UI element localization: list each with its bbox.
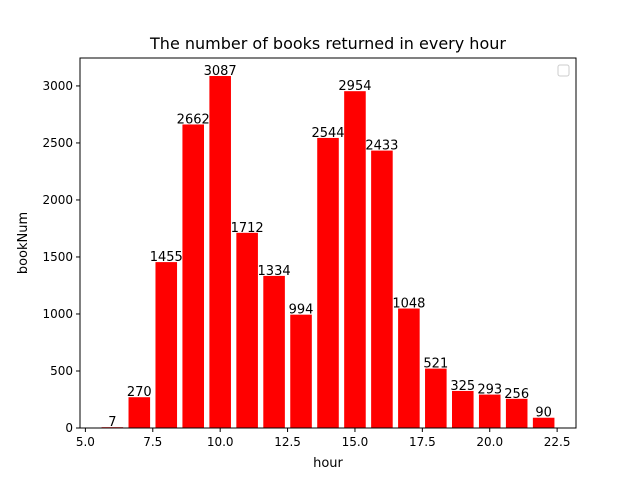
x-tick-label: 20.0 (476, 435, 503, 449)
bar-value-label: 7 (108, 415, 116, 430)
bar-value-label: 521 (423, 357, 448, 372)
bar (290, 314, 312, 428)
bar (398, 308, 420, 428)
bar (182, 124, 204, 428)
bar (155, 262, 178, 428)
y-axis-label: bookNum (16, 212, 31, 274)
x-tick-label: 17.5 (409, 435, 436, 449)
y-tick-label: 2000 (42, 193, 73, 207)
bar (478, 394, 501, 428)
bar-value-label: 2433 (365, 139, 398, 154)
bar (532, 417, 555, 428)
bar-value-label: 325 (450, 379, 475, 394)
legend-box (557, 64, 570, 77)
y-tick-label: 0 (65, 421, 73, 435)
x-tick-label: 10.0 (207, 435, 234, 449)
y-tick-label: 3000 (42, 79, 73, 93)
bar-value-label: 256 (504, 387, 529, 402)
bar-value-label: 3087 (204, 64, 237, 79)
y-tick-label: 1500 (42, 250, 73, 264)
bar-value-label: 90 (535, 406, 552, 421)
y-tick-label: 2500 (42, 136, 73, 150)
bar (236, 232, 258, 428)
x-axis-ticks: 5.0 7.5 10.0 12.5 15.0 17.5 20.0 22.5 (76, 428, 571, 449)
x-tick-label: 22.5 (544, 435, 571, 449)
bar-value-label: 2544 (311, 126, 344, 141)
bar-value-label: 270 (127, 385, 152, 400)
bar (505, 398, 528, 428)
bar-value-label: 994 (289, 303, 314, 318)
x-tick-label: 15.0 (342, 435, 369, 449)
x-tick-label: 12.5 (274, 435, 301, 449)
bar-value-label: 2954 (338, 79, 371, 94)
y-axis-ticks: 0 500 1000 1500 2000 2500 3000 (42, 79, 80, 435)
bar (425, 368, 447, 428)
x-tick-label: 7.5 (143, 435, 162, 449)
bar-value-label: 1712 (231, 221, 264, 236)
data-labels-group: 7 270 1455 2662 3087 1712 1334 994 2544 2954 2433 1… (108, 64, 552, 430)
bar (128, 397, 151, 428)
plot-area-frame (79, 57, 577, 429)
bars-group (101, 76, 555, 429)
y-tick-label: 500 (50, 364, 73, 378)
bar-value-label: 1334 (258, 264, 291, 279)
x-axis-label: hour (313, 456, 343, 471)
bar-value-label: 293 (477, 383, 502, 398)
bar (209, 76, 231, 429)
bar-value-label: 1048 (392, 297, 425, 312)
chart-title: The number of books returned in every ho… (149, 34, 506, 53)
bar (371, 150, 393, 428)
bar (263, 275, 285, 428)
x-tick-label: 5.0 (76, 435, 95, 449)
bar-value-label: 1455 (150, 250, 183, 265)
bar (344, 91, 366, 429)
y-tick-label: 1000 (42, 307, 73, 321)
bar (452, 390, 474, 428)
bar-value-label: 2662 (177, 112, 210, 127)
bar (317, 137, 339, 428)
